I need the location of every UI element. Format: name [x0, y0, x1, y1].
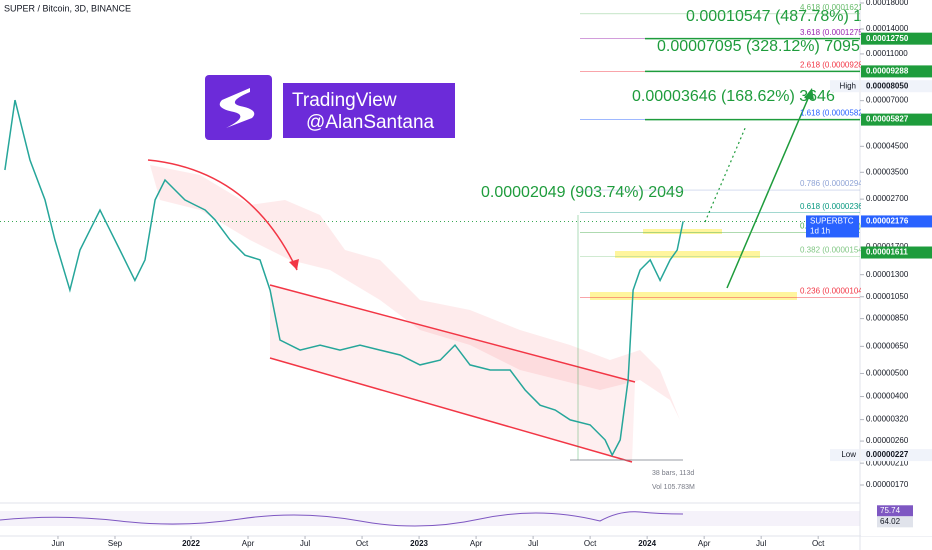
rsi-band: [0, 511, 860, 526]
low-tag-label: Low: [841, 450, 856, 459]
channel-bottom: [269, 357, 633, 463]
zone: [643, 229, 722, 234]
y-tick-label: 0.00018000: [866, 0, 909, 7]
rsi-box: [877, 516, 913, 528]
price-tag: [806, 215, 859, 238]
watermark-text: TradingView: [292, 90, 397, 111]
y-tick-label: 0.00003500: [866, 167, 909, 176]
rsi-label: 75.74: [880, 506, 901, 515]
watermark-text: @AlanSantana: [306, 112, 435, 133]
annotation: 0.00010547 (487.78%) 1054: [686, 8, 889, 25]
x-tick-label: Apr: [698, 539, 711, 548]
rsi-line: [0, 511, 684, 527]
zone: [590, 292, 797, 300]
x-tick-label: Apr: [470, 539, 483, 548]
fib-label: 0.382 (0.00001549): [800, 246, 870, 255]
measure-label: Vol 105.783M: [652, 484, 695, 491]
cloud: [150, 165, 680, 420]
fib-label: 4.618 (0.00016211): [800, 3, 870, 12]
fib-label: 2.618 (0.00009288): [800, 61, 870, 70]
annotation: 0.00002049 (903.74%) 2049: [481, 184, 684, 201]
x-tick-label: Oct: [356, 539, 369, 548]
y-tick-label: 0.00007000: [866, 96, 909, 105]
low-box-label: 0.00000227: [866, 450, 909, 459]
y-tick-label: 0.00002700: [866, 194, 909, 203]
target-box-label: 0.00012750: [866, 34, 909, 43]
curve-arrow: [147, 159, 298, 271]
measure-label: 38 bars, 113d: [652, 470, 694, 477]
high-tag: [830, 80, 859, 93]
arrow-head: [289, 259, 299, 270]
low-tag: [830, 449, 859, 462]
y-tick-label: 0.00004500: [866, 141, 909, 150]
y-tick-label: 0.00000170: [866, 480, 909, 489]
x-tick-label: Oct: [584, 539, 597, 548]
y-tick-label: 0.00000500: [866, 369, 909, 378]
price-box: [861, 215, 932, 228]
chart-title: SUPER / Bitcoin, 3D, BINANCE: [4, 3, 131, 13]
low-box: [861, 449, 932, 462]
price-tag-label: SUPERBTC: [810, 217, 854, 226]
rsi-box: [877, 505, 913, 517]
target-box: [861, 246, 932, 259]
fib-label: 0.786 (0.00002947): [800, 179, 870, 188]
price-line-series: [4, 99, 684, 457]
fib-label: 0.236 (0.00001044): [800, 286, 870, 295]
x-tick-label: Jul: [528, 539, 538, 548]
y-tick-label: 0.00000260: [866, 436, 909, 445]
target-box-label: 0.00001611: [866, 248, 908, 257]
annotation: 0.00007095 (328.12%) 7095: [657, 38, 860, 55]
y-tick-label: 0.00011000: [866, 49, 908, 58]
x-tick-label: Jul: [300, 539, 310, 548]
zone: [615, 251, 760, 258]
price-tag-sub: 1d 1h: [810, 227, 830, 236]
target-box: [861, 32, 932, 45]
x-tick-label: 2024: [638, 539, 656, 548]
channel-fill: [270, 285, 635, 462]
y-tick-label: 0.00014000: [866, 24, 909, 33]
y-tick-label: 0.00000210: [866, 458, 909, 467]
y-tick-label: 0.00000650: [866, 341, 909, 350]
y-tick-label: 0.00000320: [866, 415, 909, 424]
x-tick-label: Sep: [108, 539, 123, 548]
x-tick-label: Jul: [756, 539, 766, 548]
high-box: [861, 80, 932, 93]
logo-mark: [219, 88, 255, 128]
y-tick-label: 0.00000850: [866, 314, 909, 323]
arrow-head: [804, 88, 814, 100]
x-tick-label: Jun: [52, 539, 65, 548]
x-tick-label: 2023: [410, 539, 428, 548]
fib-label: 0.618 (0.00002368): [800, 202, 870, 211]
target-box-label: 0.00005827: [866, 115, 909, 124]
fib-label: 3.618 (0.00012750): [800, 28, 870, 37]
x-tick-label: Apr: [242, 539, 255, 548]
y-tick-label: 0.00001300: [866, 270, 909, 279]
high-box-label: 0.00008050: [866, 81, 909, 90]
y-tick-label: 0.00000400: [866, 392, 909, 401]
target-box: [861, 65, 932, 78]
target-box: [861, 113, 932, 126]
x-tick-label: Oct: [812, 539, 825, 548]
annotation: 0.00003646 (168.62%) 3646: [632, 88, 835, 105]
watermark-box: [283, 83, 455, 138]
price-box-label: 0.00002176: [866, 217, 909, 226]
y-tick-label: 0.00001050: [866, 292, 909, 301]
projection-dotted: [704, 125, 747, 223]
channel-top: [269, 284, 636, 383]
rsi-label: 64.02: [880, 517, 901, 526]
target-box-label: 0.00009288: [866, 67, 909, 76]
x-tick-label: 2022: [182, 539, 200, 548]
high-tag-label: High: [840, 81, 856, 90]
fib-label: 1.618 (0.00005827): [800, 109, 870, 118]
projection-arrow: [726, 93, 811, 289]
